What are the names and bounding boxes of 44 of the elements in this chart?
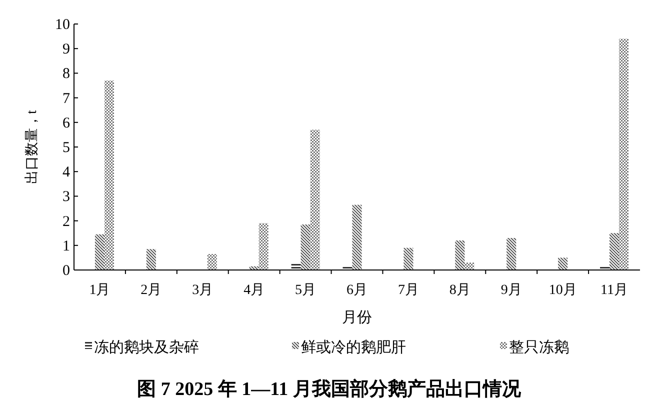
x-tick-label: 11月: [600, 283, 628, 298]
bar: [619, 38, 629, 270]
bar: [291, 262, 301, 270]
x-tick-label: 2月: [140, 283, 162, 298]
y-tick-label: 6: [62, 115, 70, 132]
y-tick-label: 9: [62, 42, 70, 58]
bar: [558, 258, 568, 270]
legend-label: 整只冻鹅: [509, 339, 569, 356]
bar: [352, 204, 362, 270]
bar: [404, 248, 414, 270]
y-tick-label: 0: [62, 263, 70, 279]
y-tick-label: 10: [55, 17, 70, 33]
x-tick-label: 8月: [449, 283, 470, 298]
bar: [455, 240, 465, 270]
y-tick-label: 8: [62, 66, 70, 82]
legend-label: 冻的鹅块及杂碎: [94, 339, 199, 356]
y-tick-label: 5: [62, 140, 70, 156]
bar: [146, 249, 156, 270]
bar: [464, 262, 474, 270]
x-tick-label: 3月: [192, 283, 214, 298]
x-tick-label: 9月: [500, 283, 522, 298]
bar: [506, 238, 516, 270]
y-tick-label: 3: [62, 189, 70, 206]
bar: [610, 233, 620, 270]
bar: [207, 254, 217, 270]
bar: [94, 234, 104, 270]
y-tick-label: 1: [62, 238, 70, 254]
x-tick-label: 7月: [398, 283, 419, 298]
y-axis-title: 出口数量，t: [24, 110, 40, 184]
y-tick-label: 2: [62, 214, 70, 230]
x-tick-label: 4月: [244, 283, 265, 298]
bar: [310, 130, 320, 270]
x-axis-title: 月份: [342, 310, 372, 326]
x-tick-label: 1月: [89, 283, 110, 298]
legend-label: 鲜或冷的鹅肥肝: [301, 339, 406, 356]
x-tick-label: 10月: [548, 283, 577, 298]
bar: [104, 80, 114, 270]
y-tick-label: 4: [62, 164, 70, 181]
bar: [300, 224, 310, 270]
x-tick-label: 6月: [346, 283, 368, 298]
text: 图 7 2025 年 1—11 月我国部分鹅产品出口情况: [137, 378, 522, 400]
bar: [258, 223, 268, 270]
x-tick-label: 5月: [295, 283, 316, 298]
y-tick-label: 7: [62, 90, 70, 107]
